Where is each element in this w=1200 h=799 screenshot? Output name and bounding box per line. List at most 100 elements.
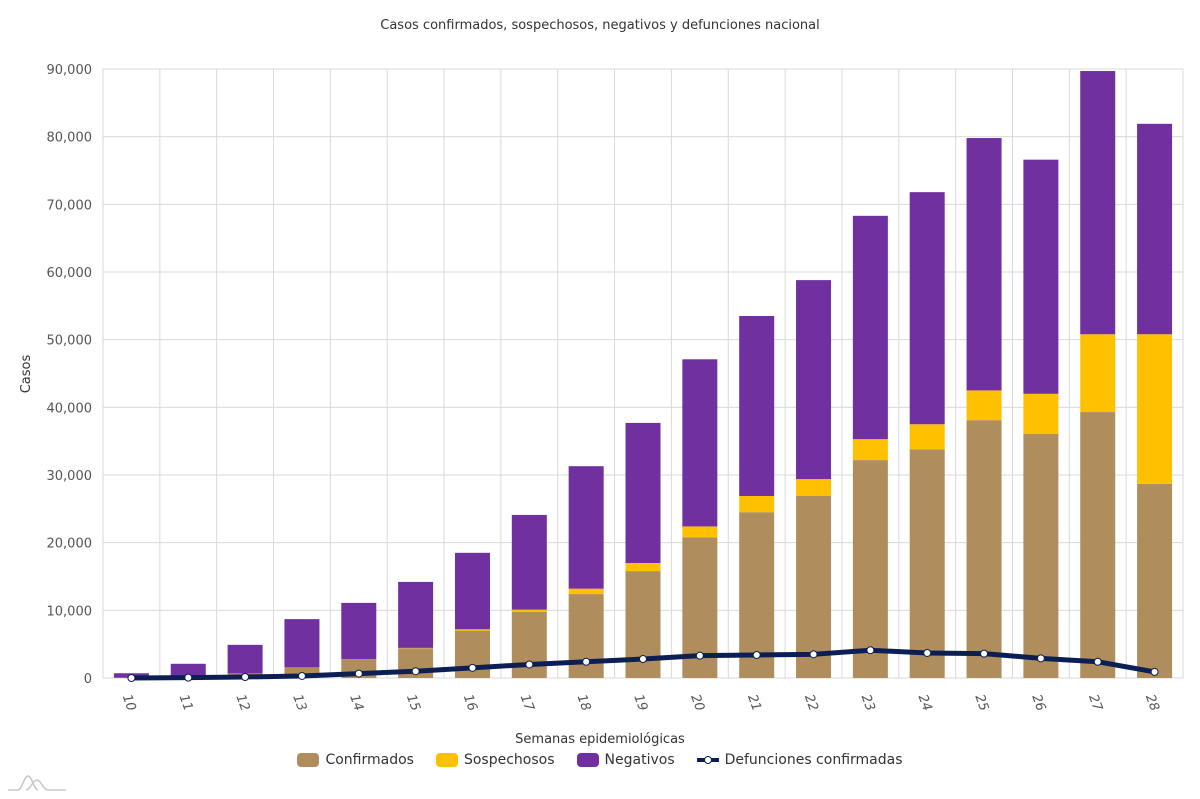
bar-negativos — [454, 552, 490, 630]
x-tick-label: 17 — [517, 692, 537, 713]
y-tick-label: 90,000 — [47, 63, 93, 78]
bar-negativos — [966, 138, 1002, 391]
x-tick-label: 26 — [1028, 692, 1048, 713]
y-tick-label: 30,000 — [47, 469, 93, 484]
bar-negativos — [1080, 71, 1116, 335]
x-tick-label: 19 — [630, 692, 650, 713]
bars — [113, 71, 1173, 678]
deaths-point — [1036, 654, 1045, 663]
deaths-point — [525, 660, 534, 669]
deaths-point — [752, 650, 761, 659]
bar-negativos — [568, 466, 604, 589]
bar-negativos — [909, 192, 945, 425]
bar-confirmados — [1137, 483, 1173, 678]
legend-item-negativos[interactable]: Negativos — [576, 752, 675, 768]
y-tick-label: 10,000 — [47, 604, 93, 619]
bar-sospechosos — [511, 609, 547, 612]
y-tick-label: 70,000 — [47, 198, 93, 213]
x-tick-label: 10 — [119, 692, 139, 713]
x-tick-label: 23 — [858, 692, 878, 713]
bar-sospechosos — [1137, 334, 1173, 484]
bar-negativos — [170, 663, 206, 678]
deaths-point — [695, 651, 704, 660]
deaths-point — [468, 663, 477, 672]
bar-negativos — [682, 359, 718, 527]
bar-negativos — [511, 514, 547, 610]
bar-confirmados — [796, 495, 832, 678]
x-tick-label: 20 — [687, 692, 707, 713]
y-tick-label: 0 — [84, 672, 92, 687]
x-tick-label: 11 — [176, 692, 196, 713]
y-tick-label: 40,000 — [47, 401, 93, 416]
x-tick-label: 12 — [233, 692, 253, 713]
deaths-point — [184, 673, 193, 682]
x-tick-label: 22 — [801, 692, 821, 713]
bar-sospechosos — [568, 588, 604, 595]
legend-item-confirmados[interactable]: Confirmados — [297, 752, 414, 768]
deaths-point — [127, 674, 136, 682]
bar-negativos — [398, 581, 434, 648]
x-tick-label: 27 — [1085, 692, 1105, 713]
x-tick-label: 13 — [289, 692, 309, 713]
bar-sospechosos — [682, 526, 718, 538]
bar-confirmados — [739, 512, 775, 678]
deaths-point — [354, 669, 363, 678]
deaths-point — [297, 671, 306, 680]
bar-sospechosos — [796, 479, 832, 496]
bar-confirmados — [1023, 433, 1059, 678]
bar-negativos — [284, 619, 320, 668]
y-axis-ticks: 0 10,000 20,000 30,000 40,000 50,000 60,000 70,… — [47, 63, 93, 687]
x-tick-label: 25 — [971, 692, 991, 713]
legend: Confirmados Sospechosos Negativos Defunc… — [0, 752, 1200, 768]
x-tick-label: 16 — [460, 692, 480, 713]
x-tick-label: 24 — [915, 692, 935, 713]
legend-swatch-confirmados — [297, 753, 320, 767]
deaths-point — [809, 650, 818, 659]
legend-item-sospechosos[interactable]: Sospechosos — [435, 752, 555, 768]
bar-sospechosos — [1023, 393, 1059, 434]
legend-swatch-sospechosos — [435, 753, 458, 767]
deaths-point — [923, 648, 932, 657]
bar-negativos — [796, 280, 832, 480]
bar-negativos — [227, 644, 263, 674]
bar-sospechosos — [909, 424, 945, 450]
deaths-point — [1093, 657, 1102, 666]
x-axis-label: Semanas epidemiológicas — [515, 732, 685, 747]
bar-sospechosos — [852, 439, 888, 461]
bar-sospechosos — [1080, 334, 1116, 413]
bar-negativos — [625, 422, 661, 563]
x-tick-label: 21 — [744, 692, 764, 713]
legend-item-defunciones[interactable]: Defunciones confirmadas — [696, 752, 903, 768]
deaths-point — [639, 655, 647, 664]
legend-swatch-negativos — [576, 753, 599, 767]
legend-label: Defunciones confirmadas — [724, 752, 903, 768]
y-tick-label: 80,000 — [47, 131, 93, 146]
deaths-point — [866, 646, 875, 655]
bar-sospechosos — [625, 562, 661, 572]
legend-swatch-defunciones — [696, 753, 719, 767]
y-axis-label: Casos — [19, 355, 34, 394]
x-tick-label: 15 — [403, 692, 423, 713]
bar-confirmados — [1080, 412, 1116, 678]
deaths-point — [1150, 667, 1159, 676]
deaths-point — [980, 649, 989, 658]
bar-sospechosos — [739, 495, 775, 513]
bar-confirmados — [966, 420, 1002, 678]
deaths-line — [127, 646, 1159, 682]
deaths-point — [411, 667, 420, 676]
bar-negativos — [739, 315, 775, 496]
legend-label: Confirmados — [325, 752, 414, 768]
bar-negativos — [852, 215, 888, 440]
legend-label: Sospechosos — [463, 752, 555, 768]
y-tick-label: 20,000 — [47, 537, 93, 552]
bar-sospechosos — [454, 629, 490, 631]
legend-label: Negativos — [604, 752, 675, 768]
deaths-point — [582, 657, 591, 666]
x-tick-label: 14 — [346, 692, 366, 713]
bar-negativos — [341, 602, 377, 660]
chart-title: Casos confirmados, sospechosos, negativo… — [380, 18, 820, 33]
grid — [102, 68, 1184, 679]
x-tick-label: 28 — [1142, 692, 1162, 713]
y-tick-label: 50,000 — [47, 334, 93, 349]
